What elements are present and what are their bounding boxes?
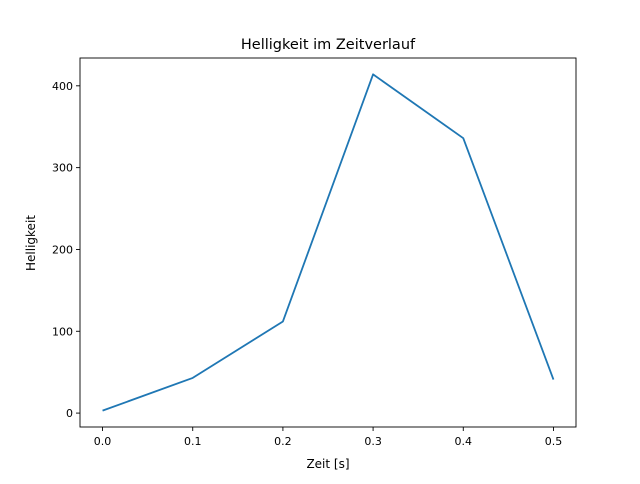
y-tick-label: 100 — [52, 325, 73, 338]
y-tick-label: 200 — [52, 243, 73, 256]
y-tick-label: 300 — [52, 162, 73, 175]
y-tick-label: 0 — [66, 407, 73, 420]
x-tick-label: 0.1 — [184, 435, 202, 448]
x-tick-label: 0.2 — [274, 435, 292, 448]
y-tick-label: 400 — [52, 80, 73, 93]
plot-area-frame — [79, 57, 577, 428]
x-tick-label: 0.3 — [364, 435, 382, 448]
chart-title: Helligkeit im Zeitverlauf — [241, 37, 416, 53]
y-axis-label: Helligkeit — [24, 215, 38, 271]
x-tick-label: 0.4 — [455, 435, 473, 448]
x-tick-label: 0.0 — [94, 435, 112, 448]
series-line-helligkeit — [102, 73, 555, 412]
x-tick-label: 0.5 — [545, 435, 563, 448]
x-axis-label: Zeit [s] — [306, 457, 349, 471]
